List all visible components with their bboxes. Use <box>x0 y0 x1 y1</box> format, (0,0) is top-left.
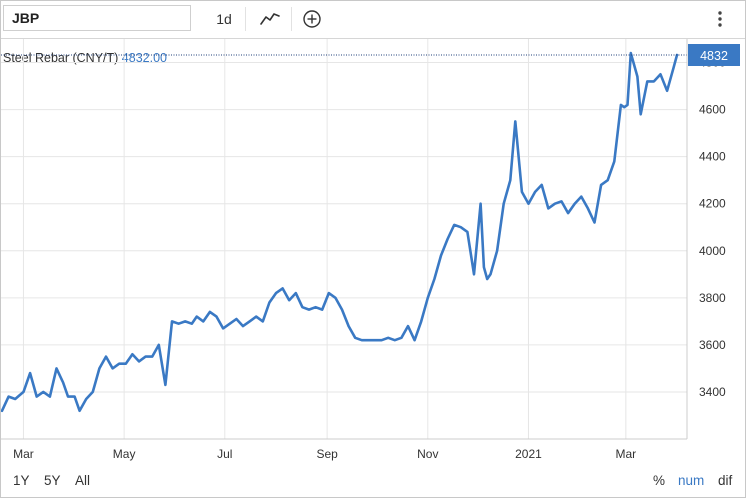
x-tick-label: Nov <box>417 447 438 461</box>
x-tick-label: Mar <box>13 447 34 461</box>
y-tick-label: 3800 <box>699 291 726 305</box>
vertical-dots-icon <box>718 11 722 27</box>
range-1y-button[interactable]: 1Y <box>13 473 30 488</box>
x-tick-label: 2021 <box>515 447 542 461</box>
price-series-line <box>1 51 679 413</box>
last-price-label: 4832 <box>700 49 728 63</box>
y-tick-label: 4200 <box>699 197 726 211</box>
add-indicator-button[interactable] <box>297 5 327 33</box>
x-tick-label: Mar <box>616 447 637 461</box>
x-tick-label: May <box>113 447 136 461</box>
toolbar: 1d <box>1 1 745 39</box>
grid <box>1 39 687 439</box>
line-chart-icon <box>260 13 280 25</box>
price-chart[interactable]: 34003600380040004200440046004800MarMayJu… <box>1 39 745 471</box>
last-price-badge <box>688 44 740 66</box>
toolbar-divider <box>291 7 292 31</box>
chart-type-button[interactable] <box>255 5 285 33</box>
symbol-input[interactable] <box>3 5 191 31</box>
interval-label: 1d <box>216 11 232 27</box>
bottom-bar: 1Y 5Y All % num dif <box>1 471 745 495</box>
range-5y-button[interactable]: 5Y <box>44 473 61 488</box>
mode-dif-button[interactable]: dif <box>718 473 733 488</box>
interval-button[interactable]: 1d <box>207 5 241 33</box>
x-tick-label: Sep <box>316 447 338 461</box>
menu-button[interactable] <box>705 5 735 33</box>
y-tick-label: 4600 <box>699 103 726 117</box>
mode-percent-button[interactable]: % <box>653 473 666 488</box>
y-tick-label: 3600 <box>699 338 726 352</box>
axes: 34003600380040004200440046004800MarMayJu… <box>1 39 740 461</box>
range-all-button[interactable]: All <box>75 473 91 488</box>
series-value: 4832.00 <box>121 51 167 65</box>
mode-num-button[interactable]: num <box>678 473 705 488</box>
y-tick-label: 4400 <box>699 150 726 164</box>
plus-circle-icon <box>303 10 321 28</box>
x-tick-label: Jul <box>217 447 232 461</box>
y-tick-label: 3400 <box>699 385 726 399</box>
y-tick-label: 4000 <box>699 244 726 258</box>
toolbar-divider <box>245 7 246 31</box>
series-layer <box>1 51 687 413</box>
